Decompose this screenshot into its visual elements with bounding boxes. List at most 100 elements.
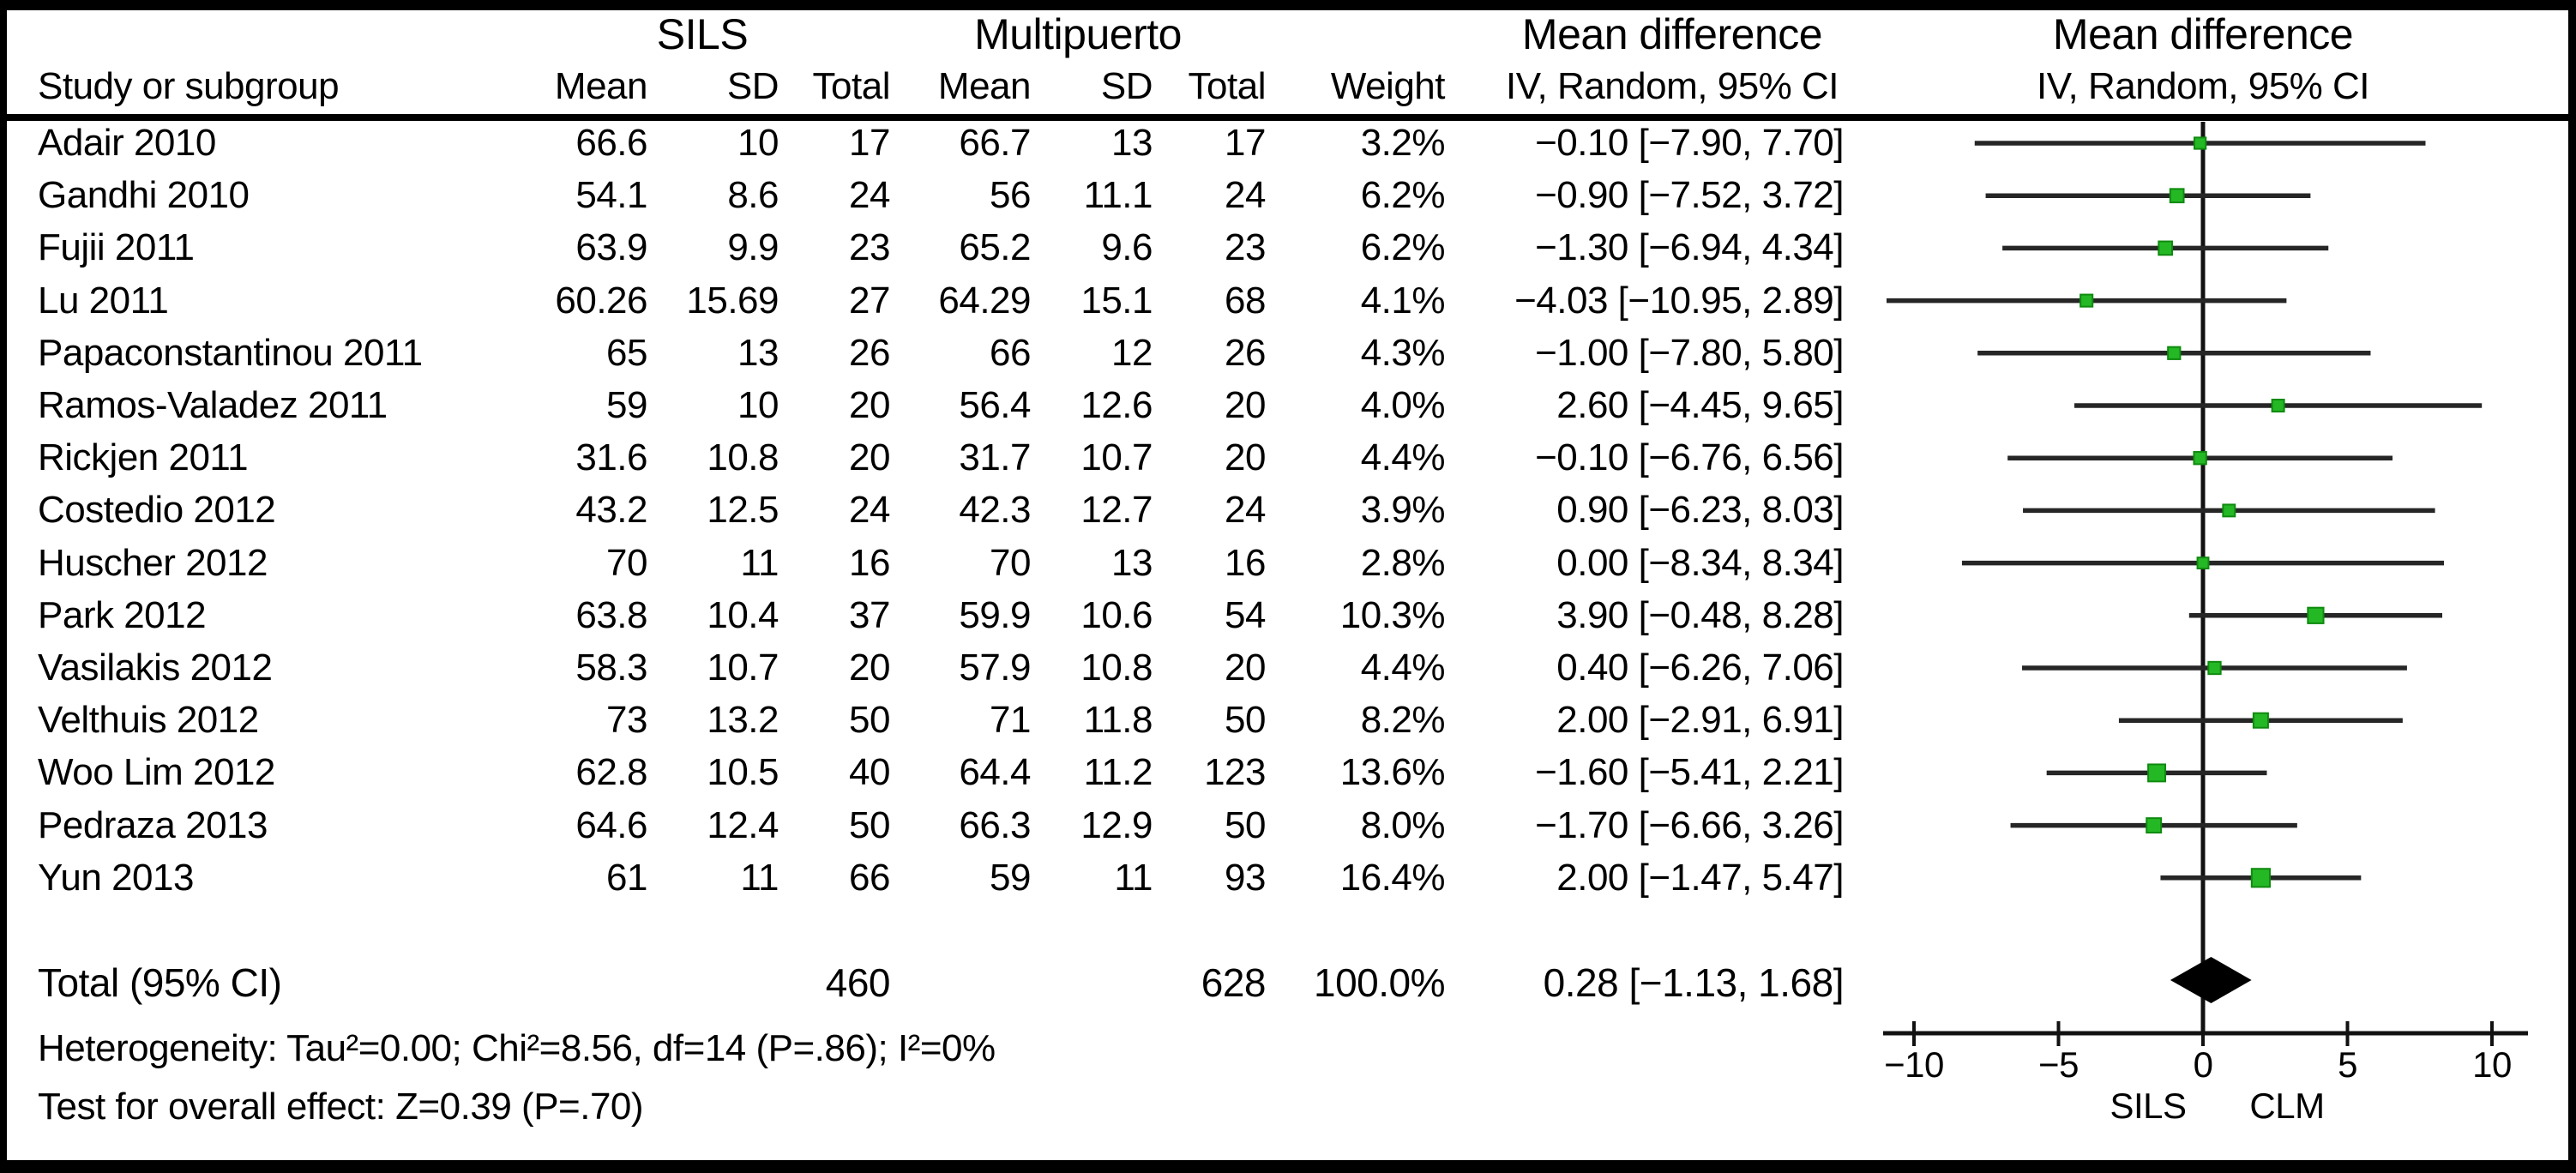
multi-sd: 10.7 bbox=[1080, 436, 1153, 479]
table-row: Yun 2013 61 11 66 59 11 93 16.4% 2.00 [−1.47, 5.… bbox=[0, 851, 2576, 905]
study-name: Papaconstantinou 2011 bbox=[38, 331, 423, 374]
effect-title-left: Mean difference bbox=[1521, 10, 1823, 58]
multi-total: 16 bbox=[1225, 541, 1266, 584]
table-row: Adair 2010 66.6 10 17 66.7 13 17 3.2% −0.10 [−7.… bbox=[0, 117, 2576, 170]
multi-sd: 9.6 bbox=[1101, 226, 1153, 269]
multi-sd: 13 bbox=[1111, 541, 1153, 584]
multi-sd: 11 bbox=[1114, 856, 1153, 899]
sils-total: 16 bbox=[849, 541, 890, 584]
ci-text: −0.90 [−7.52, 3.72] bbox=[1535, 174, 1844, 217]
sils-total: 50 bbox=[849, 803, 890, 846]
study-name: Pedraza 2013 bbox=[38, 803, 268, 846]
sils-sd: 12.4 bbox=[707, 803, 779, 846]
sils-mean: 60.26 bbox=[555, 279, 647, 322]
multi-total: 50 bbox=[1225, 699, 1266, 742]
multi-total: 68 bbox=[1225, 279, 1266, 322]
multi-mean: 56.4 bbox=[959, 384, 1031, 426]
weight-value: 4.1% bbox=[1360, 279, 1446, 322]
ci-text: −4.03 [−10.95, 2.89] bbox=[1514, 279, 1844, 322]
sils-total: 40 bbox=[849, 751, 890, 794]
weight-value: 3.2% bbox=[1360, 122, 1446, 164]
table-row: Pedraza 2013 64.6 12.4 50 66.3 12.9 50 8.0% −1.7… bbox=[0, 799, 2576, 852]
group2-header: Multipuerto bbox=[974, 10, 1182, 58]
sils-mean: 61 bbox=[606, 856, 647, 899]
multi-sd: 11.8 bbox=[1083, 699, 1153, 742]
ci-text: −1.60 [−5.41, 2.21] bbox=[1535, 751, 1844, 794]
overall-effect-note: Test for overall effect: Z=0.39 (P=.70) bbox=[38, 1086, 644, 1128]
multi-sd: 10.8 bbox=[1080, 647, 1153, 689]
effect-subtitle-left: IV, Random, 95% CI bbox=[1505, 65, 1839, 107]
sils-sd: 13 bbox=[737, 331, 779, 374]
effect-subtitle-right: IV, Random, 95% CI bbox=[2036, 65, 2370, 107]
sils-mean: 62.8 bbox=[575, 751, 647, 794]
sils-total: 50 bbox=[849, 699, 890, 742]
multi-total: 17 bbox=[1225, 122, 1266, 164]
multi-mean: 31.7 bbox=[959, 436, 1031, 479]
sils-total: 24 bbox=[849, 174, 890, 217]
sils-mean: 70 bbox=[606, 541, 647, 584]
multi-mean: 59 bbox=[990, 856, 1031, 899]
weight-value: 6.2% bbox=[1360, 174, 1446, 217]
sils-mean: 58.3 bbox=[575, 647, 647, 689]
ci-text: 3.90 [−0.48, 8.28] bbox=[1556, 593, 1844, 636]
sils-sd: 10 bbox=[737, 122, 779, 164]
table-row: Huscher 2012 70 11 16 70 13 16 2.8% 0.00 [−8.34,… bbox=[0, 537, 2576, 590]
ci-text: 0.00 [−8.34, 8.34] bbox=[1556, 541, 1844, 584]
multi-mean: 65.2 bbox=[959, 226, 1031, 269]
total-label: Total (95% CI) bbox=[38, 960, 282, 1005]
weight-value: 8.2% bbox=[1360, 699, 1446, 742]
ci-text: −1.30 [−6.94, 4.34] bbox=[1535, 226, 1844, 269]
tick-label: −10 bbox=[1884, 1044, 1944, 1085]
sils-total: 20 bbox=[849, 647, 890, 689]
weight-value: 2.8% bbox=[1360, 541, 1446, 584]
total-weight: 100.0% bbox=[1313, 960, 1446, 1005]
multi-total: 24 bbox=[1225, 489, 1266, 532]
study-name: Fujii 2011 bbox=[38, 226, 195, 269]
study-name: Adair 2010 bbox=[38, 122, 216, 164]
multi-mean: 64.4 bbox=[959, 751, 1031, 794]
multi-total: 20 bbox=[1225, 647, 1266, 689]
sils-mean: 43.2 bbox=[575, 489, 647, 532]
table-row: Velthuis 2012 73 13.2 50 71 11.8 50 8.2% 2.00 [−… bbox=[0, 694, 2576, 747]
total-ci-text: 0.28 [−1.13, 1.68] bbox=[1543, 960, 1845, 1005]
multi-total: 20 bbox=[1225, 436, 1266, 479]
weight-value: 4.0% bbox=[1360, 384, 1446, 426]
multi-mean: 66.3 bbox=[959, 803, 1031, 846]
total2-column-header: Total bbox=[1188, 65, 1267, 107]
ci-text: 2.60 [−4.45, 9.65] bbox=[1556, 384, 1844, 426]
multi-mean: 56 bbox=[990, 174, 1031, 217]
ci-text: 0.90 [−6.23, 8.03] bbox=[1556, 489, 1844, 532]
weight-value: 4.4% bbox=[1360, 436, 1446, 479]
total1-column-header: Total bbox=[812, 65, 891, 107]
sils-sd: 10.8 bbox=[707, 436, 779, 479]
tick-label: 5 bbox=[2338, 1044, 2357, 1085]
multi-mean: 42.3 bbox=[959, 489, 1031, 532]
mean2-column-header: Mean bbox=[937, 65, 1032, 107]
sils-total: 24 bbox=[849, 489, 890, 532]
sils-total: 26 bbox=[849, 331, 890, 374]
table-row: Vasilakis 2012 58.3 10.7 20 57.9 10.8 20 4.4% 0.… bbox=[0, 641, 2576, 695]
multi-total: 23 bbox=[1225, 226, 1266, 269]
weight-value: 3.9% bbox=[1360, 489, 1446, 532]
sd1-column-header: SD bbox=[726, 65, 779, 107]
study-column-header: Study or subgroup bbox=[38, 65, 340, 107]
study-name: Yun 2013 bbox=[38, 856, 194, 899]
multi-sd: 12 bbox=[1111, 331, 1153, 374]
weight-value: 10.3% bbox=[1339, 593, 1446, 636]
ci-text: −1.70 [−6.66, 3.26] bbox=[1535, 803, 1844, 846]
study-name: Velthuis 2012 bbox=[38, 699, 259, 742]
ci-text: −1.00 [−7.80, 5.80] bbox=[1535, 331, 1844, 374]
sils-sd: 11 bbox=[740, 856, 779, 899]
sils-mean: 64.6 bbox=[575, 803, 647, 846]
effect-title-right: Mean difference bbox=[2052, 10, 2354, 58]
table-row: Fujii 2011 63.9 9.9 23 65.2 9.6 23 6.2% −1.30 [−… bbox=[0, 221, 2576, 274]
study-name: Lu 2011 bbox=[38, 279, 169, 322]
multi-mean: 59.9 bbox=[959, 593, 1031, 636]
sils-total: 37 bbox=[849, 593, 890, 636]
sils-sd: 15.69 bbox=[686, 279, 779, 322]
weight-column-header: Weight bbox=[1330, 65, 1446, 107]
study-name: Woo Lim 2012 bbox=[38, 751, 275, 794]
sils-sd: 12.5 bbox=[707, 489, 779, 532]
sils-total: 23 bbox=[849, 226, 890, 269]
ci-text: 0.40 [−6.26, 7.06] bbox=[1556, 647, 1844, 689]
